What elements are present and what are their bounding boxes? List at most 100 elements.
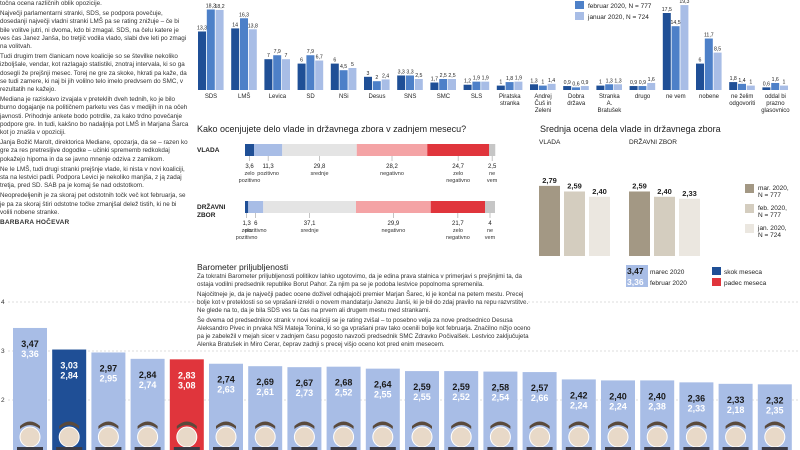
- person-march-value: 2,58: [492, 383, 510, 393]
- person-portrait: [646, 426, 668, 448]
- person-hair: [20, 421, 40, 429]
- person-feb-value: 2,18: [727, 405, 745, 415]
- party-bar-label: 2,5: [448, 73, 455, 79]
- party-name: ne vem: [666, 94, 686, 100]
- party-name: Čuš in: [534, 100, 551, 107]
- person-march-value: 2,69: [256, 377, 274, 387]
- person-portrait: [176, 426, 198, 448]
- barometer-paragraph: Še dvema od predsednikov strank v novi k…: [197, 317, 531, 348]
- avg-bar-label: 2,59: [567, 181, 582, 190]
- person-shoulders: [487, 447, 514, 450]
- party-bar: [264, 59, 273, 90]
- party-name: ne želim: [731, 94, 753, 100]
- party-bar-label: 0,9: [581, 80, 588, 86]
- segment-value: 11,3: [263, 164, 275, 170]
- person-hair: [764, 421, 785, 429]
- row-label: DRŽAVNI: [197, 202, 226, 211]
- person-march-value: 2,36: [688, 393, 706, 403]
- y-tick-label: 2: [1, 397, 5, 404]
- legend-label: N = 777: [758, 212, 781, 219]
- party-bar-label: 1,3: [530, 78, 537, 84]
- party-name: stranka: [500, 101, 520, 107]
- gov-chart-title: Kako ocenjujete delo vlade in državnega …: [197, 124, 467, 134]
- party-bar: [514, 81, 523, 90]
- party-bar-label: 7: [285, 53, 288, 59]
- person-portrait: [97, 426, 119, 448]
- party-bar-label: 18,3: [206, 3, 216, 9]
- person-shoulders: [683, 447, 710, 450]
- person-hair: [294, 421, 315, 429]
- person-shoulders: [565, 447, 592, 450]
- party-bar: [282, 59, 290, 90]
- party-bar: [364, 76, 372, 90]
- party-bar: [198, 31, 206, 90]
- party-bar-label: 1,3: [614, 78, 621, 84]
- party-bar: [297, 63, 306, 90]
- person-feb-value: 3,08: [178, 380, 196, 390]
- person-shoulders: [448, 447, 475, 450]
- person-hair: [451, 421, 472, 429]
- party-bar-label: 7: [267, 53, 270, 59]
- party-bar-label: 3: [367, 71, 370, 77]
- party-bar-label: 1,9: [482, 76, 489, 82]
- party-bar-label: 2,4: [382, 73, 389, 79]
- legend-label: padec meseca: [724, 280, 767, 287]
- party-name: SDS: [205, 94, 217, 100]
- person-feb-value: 2,66: [531, 393, 549, 403]
- party-bar: [738, 83, 746, 90]
- party-bar-label: 1,6: [648, 77, 655, 83]
- party-bar: [530, 84, 538, 90]
- party-name: A.: [607, 101, 613, 107]
- person-march-value: 2,32: [766, 395, 784, 405]
- party-bar: [463, 84, 472, 90]
- stack-segment: [430, 201, 485, 213]
- party-bar-label: 1,3: [606, 78, 613, 84]
- party-bar-label: 18,2: [215, 4, 225, 10]
- party-bar: [315, 60, 324, 90]
- party-bar-label: 1,9: [515, 76, 522, 82]
- party-bar: [472, 81, 481, 90]
- legend-swatch: [745, 224, 754, 233]
- party-name: Desus: [368, 94, 385, 100]
- person-feb-value: 2,63: [217, 385, 235, 395]
- party-bar: [563, 86, 572, 90]
- party-bar-label: 2,5: [415, 73, 422, 79]
- party-name: glasovnico: [761, 108, 790, 114]
- person-portrait: [19, 426, 41, 448]
- person-march-value: 2,74: [217, 375, 235, 385]
- party-bar-label: 1: [783, 80, 786, 86]
- party-bar: [414, 79, 423, 90]
- segment-category: zelo: [242, 228, 252, 234]
- person-hair: [98, 421, 119, 429]
- person-hair: [647, 421, 668, 429]
- party-bar-label: 1,6: [772, 77, 779, 83]
- article-paragraph: Neopredeljenih je za skoraj pet odstotni…: [0, 192, 186, 216]
- party-bar: [339, 70, 348, 90]
- person-feb-value: 2,95: [100, 373, 118, 383]
- avg-bar-label: 2,40: [592, 187, 607, 196]
- gov-evaluation-chart: VLADA3,6zelopozitivno11,3pozitivno29,8sr…: [197, 144, 498, 241]
- person-portrait: [529, 426, 551, 448]
- segment-category: negativno: [446, 178, 470, 184]
- party-bar: [381, 79, 390, 90]
- party-bar-label: 0,6: [572, 81, 579, 87]
- avg-bar: [654, 196, 675, 256]
- segment-category: ne: [489, 171, 495, 177]
- person-shoulders: [605, 447, 631, 450]
- avg-bar: [539, 185, 560, 256]
- party-bar: [547, 83, 556, 90]
- party-name: SLS: [471, 94, 482, 100]
- person-feb-value: 2,84: [60, 371, 78, 381]
- legend-label: jan. 2020,: [757, 225, 787, 232]
- person-feb-value: 2,52: [452, 392, 470, 402]
- person-march-value: 2,40: [609, 391, 627, 401]
- segment-category: srednje: [310, 171, 328, 177]
- person-portrait: [215, 426, 237, 448]
- person-march-value: 2,57: [531, 383, 549, 393]
- party-bar-label: 8,5: [714, 47, 721, 53]
- party-name: Levica: [269, 94, 287, 100]
- person-hair: [725, 421, 746, 429]
- party-bar-label: 7,9: [307, 49, 314, 55]
- person-feb-value: 2,74: [139, 380, 157, 390]
- party-bar: [713, 52, 722, 90]
